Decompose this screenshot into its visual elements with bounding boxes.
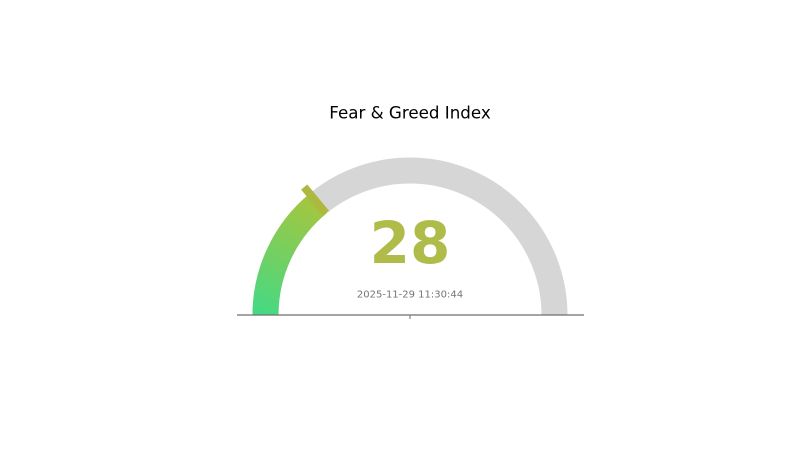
gauge-progress-arc <box>252 193 327 316</box>
chart-title: Fear & Greed Index <box>329 103 491 123</box>
gauge-pointer-tick <box>301 184 329 216</box>
gauge-timestamp: 2025-11-29 11:30:44 <box>357 290 463 301</box>
gauge-value: 28 <box>370 209 451 277</box>
